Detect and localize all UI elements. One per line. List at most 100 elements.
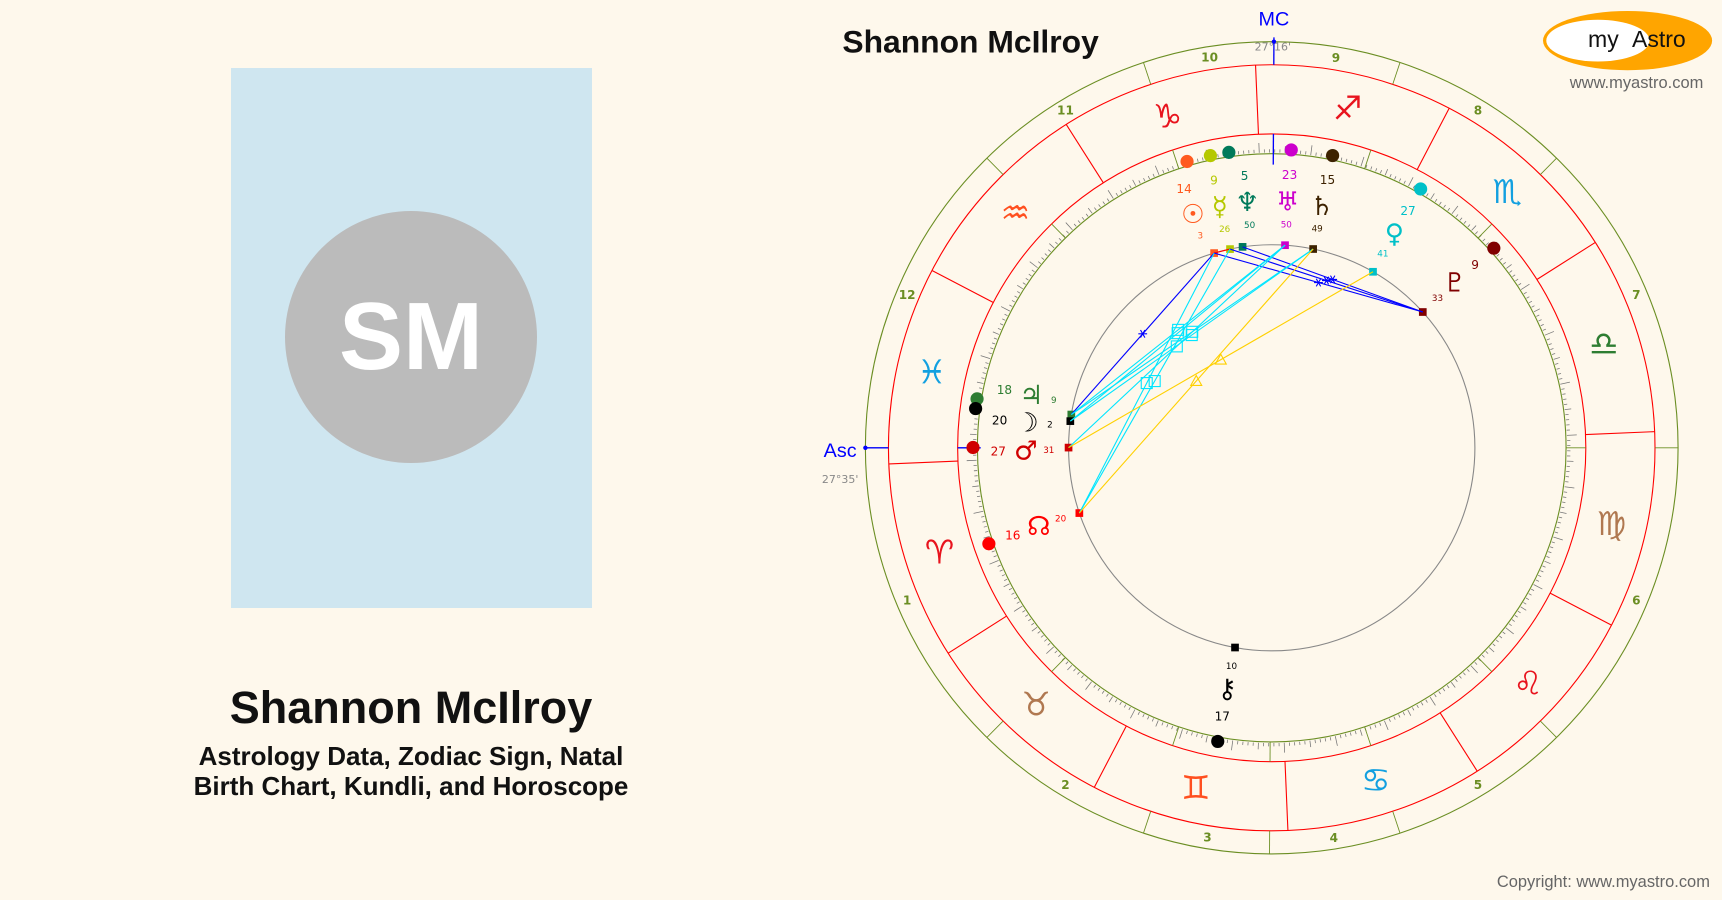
degree-tick [1370,166,1373,170]
degree-tick [1548,343,1552,346]
planet-dot-saturn [1326,148,1340,163]
degree-tick [1320,153,1322,157]
degree-tick [1463,220,1467,224]
degree-tick [1350,160,1353,164]
degree-tick [1022,610,1026,613]
planet-glyph-saturn-icon: ♄ [1310,192,1334,222]
degree-tick [1004,313,1008,317]
planet-glyph-moon-icon: ☽ [1015,408,1039,438]
degree-tick [1123,704,1127,708]
degree-tick [1520,283,1530,290]
degree-tick [1459,217,1463,221]
sign-boundary [888,460,958,465]
degree-tick [1546,556,1550,558]
sign-glyph-sagittarius: ♐ [1333,89,1363,128]
degree-tick [1048,249,1052,253]
degree-tick [1002,318,1006,321]
degree-tick [1520,606,1527,611]
degree-tick [1426,193,1429,197]
degree-tick [1550,348,1554,351]
degree-tick [1546,338,1550,341]
sign-boundary [947,615,1007,654]
degree-tick [1542,328,1546,331]
degree-tick [1530,588,1535,591]
degree-tick [1097,687,1101,691]
planet-degree-saturn: 15 [1320,173,1335,187]
degree-tick [983,525,988,528]
degree-tick [1055,241,1058,245]
sign-boundary [1065,124,1104,184]
degree-tick [1098,204,1101,208]
degree-tick [1031,269,1035,273]
logo-url[interactable]: www.myastro.com [1569,74,1704,92]
degree-tick [1028,273,1032,277]
degree-tick [1531,305,1535,308]
degree-tick [1467,224,1471,228]
degree-tick [1119,701,1122,706]
planet-glyph-north-node-icon: ☊ [1027,512,1050,542]
planet-aspect-point-chiron [1231,643,1239,652]
degree-tick [1403,180,1406,184]
degree-tick [1502,261,1507,265]
copyright: Copyright: www.myastro.com [1497,873,1710,891]
planet-degree-mars: 27 [991,445,1006,459]
degree-tick [1488,647,1495,653]
degree-tick [1161,722,1164,726]
degree-tick [1310,145,1313,156]
sign-boundary [1439,712,1478,772]
degree-tick [1393,716,1396,720]
degree-tick [983,535,990,539]
degree-tick [1509,270,1513,273]
planet-dot-north-node [982,537,996,551]
degree-tick [1492,643,1496,647]
aspect-symbol-square [1148,375,1161,388]
degree-tick [1542,565,1546,568]
myastro-logo[interactable]: my Astro [1542,10,1713,71]
degree-tick [1429,696,1436,706]
degree-tick [1538,574,1542,578]
degree-tick [1073,668,1076,672]
degree-tick [1166,724,1169,728]
degree-tick [1561,388,1565,390]
degree-tick [1081,675,1084,679]
planet-glyph-chiron-icon: ⚷ [1218,675,1237,705]
degree-tick [1003,583,1010,588]
degree-tick [1388,718,1391,722]
sign-glyph-virgo: ♍ [1597,504,1627,543]
degree-tick [1176,727,1178,731]
profile-photo-placeholder: SM [231,68,592,608]
degree-tick [1008,587,1013,591]
degree-tick [972,485,979,488]
planet-degree-sun: 14 [1176,182,1191,196]
degree-tick [1556,526,1560,529]
aspect-line-square [1078,248,1231,514]
degree-tick [976,381,984,384]
degree-tick [1379,722,1382,726]
asc-label: Asc [824,440,857,462]
sign-boundary [1416,108,1450,170]
degree-tick [1557,373,1562,375]
degree-tick [1412,185,1415,189]
degree-tick [1544,331,1555,336]
degree-tick [1439,201,1442,205]
degree-tick [1004,578,1008,581]
degree-tick [1028,618,1032,622]
degree-tick [1514,615,1518,618]
sign-boundary [1254,65,1260,135]
planet-aspect-point-saturn [1309,245,1317,253]
degree-tick [1459,675,1462,679]
degree-tick [1017,291,1021,294]
degree-tick [1525,597,1530,601]
degree-tick [1324,738,1327,742]
degree-tick [1508,623,1512,627]
logo-text-astro: Astro [1632,26,1686,52]
degree-tick [976,495,981,498]
house-number: 1 [903,594,911,608]
degree-tick [1486,242,1489,246]
planet-minute-mars: 31 [1043,446,1054,456]
degree-tick [1528,593,1532,596]
degree-tick [1132,179,1137,186]
degree-tick [1217,154,1219,158]
degree-tick [1058,654,1062,658]
degree-tick [1186,730,1188,735]
